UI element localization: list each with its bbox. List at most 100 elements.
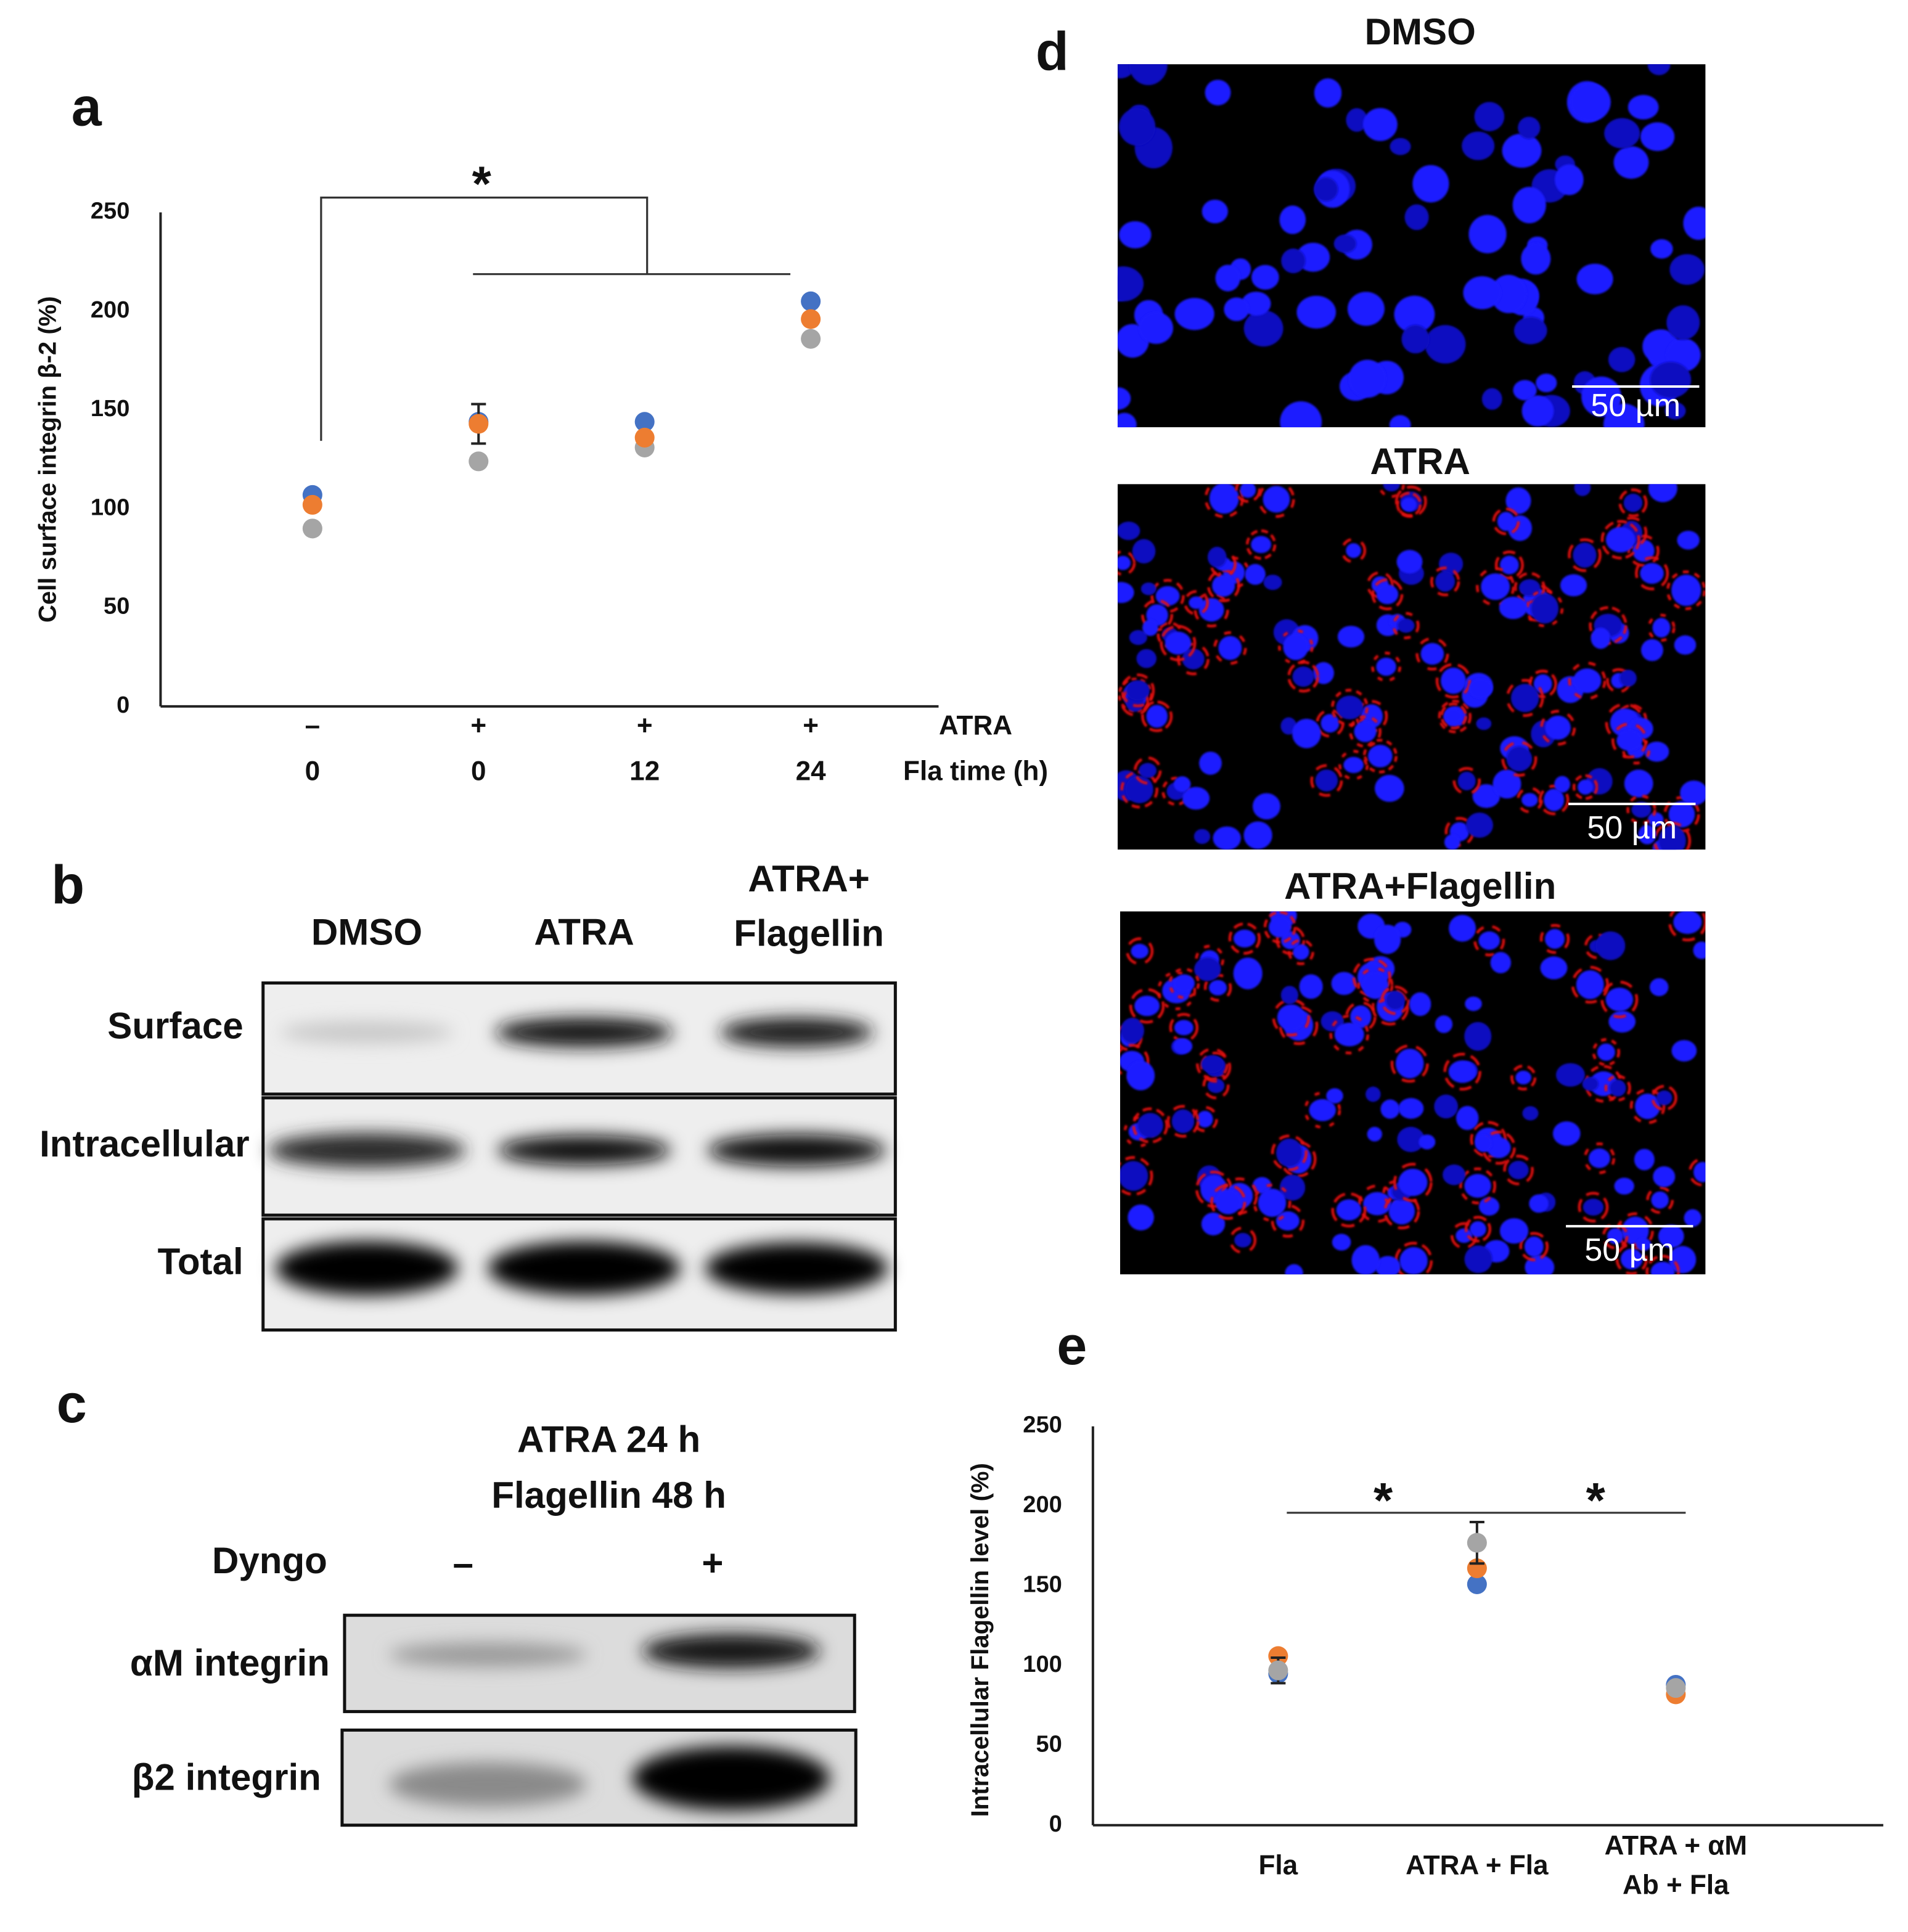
nucleus — [1515, 1070, 1531, 1085]
nucleus — [1374, 924, 1401, 954]
nucleus — [1518, 117, 1541, 139]
nucleus — [1320, 1011, 1344, 1032]
nucleus — [1243, 310, 1284, 347]
red-stain — [1616, 1212, 1654, 1250]
nucleus — [1389, 415, 1411, 428]
nucleus — [1591, 628, 1611, 649]
nucleus — [1218, 636, 1242, 660]
y-tick-label: 0 — [117, 692, 129, 718]
nucleus — [1375, 1256, 1401, 1275]
nucleus — [1425, 325, 1466, 364]
nucleus — [1117, 387, 1131, 410]
nucleus — [1401, 497, 1417, 512]
nucleus — [1669, 1246, 1697, 1274]
nucleus — [1582, 1198, 1604, 1216]
panel-label: e — [1057, 1315, 1087, 1376]
nucleus — [1394, 295, 1435, 334]
nucleus — [1336, 695, 1364, 719]
nucleus — [1155, 586, 1180, 606]
nucleus — [1476, 717, 1492, 731]
red-stain — [1196, 1047, 1229, 1081]
y-tick-label: 100 — [91, 494, 129, 520]
nucleus — [1649, 978, 1669, 996]
x-tick-label: 0 — [305, 756, 321, 787]
red-stain — [1626, 795, 1656, 825]
red-stain — [1204, 484, 1244, 518]
nucleus — [1556, 1063, 1585, 1087]
nucleus — [1465, 996, 1482, 1012]
nucleus — [1604, 118, 1640, 149]
nucleus — [1182, 787, 1210, 810]
nucleus — [1309, 1099, 1336, 1121]
red-stain — [1568, 538, 1602, 572]
nucleus — [1481, 388, 1502, 410]
y-tick-label: 150 — [91, 396, 129, 422]
y-tick-label: 250 — [1023, 1412, 1062, 1438]
nucleus — [1668, 801, 1695, 828]
annotation: * — [1586, 1472, 1606, 1528]
red-stain — [1393, 1163, 1433, 1202]
nucleus — [1605, 988, 1634, 1012]
nucleus — [1401, 324, 1430, 354]
nucleus — [1337, 626, 1365, 648]
red-stain — [1505, 679, 1544, 717]
nucleus — [1120, 1161, 1148, 1191]
nucleus — [1449, 915, 1476, 942]
y-tick-label: 100 — [1023, 1652, 1062, 1677]
nucleus — [1296, 295, 1337, 329]
nucleus — [1420, 643, 1444, 665]
nucleus — [1573, 542, 1597, 568]
nucleus — [1621, 1216, 1649, 1245]
nucleus — [1616, 730, 1643, 751]
nucleus — [1173, 974, 1195, 993]
column-label: ATRA+ — [748, 858, 869, 899]
nucleus — [1243, 821, 1272, 849]
row-label: αM integrin — [130, 1642, 330, 1684]
nucleus — [1173, 1038, 1193, 1054]
nucleus — [1478, 931, 1500, 950]
red-stain — [1210, 551, 1237, 578]
nucleus — [1609, 1079, 1626, 1097]
red-stain — [1503, 1155, 1534, 1185]
nucleus — [1202, 199, 1228, 224]
red-stain — [1392, 612, 1420, 639]
nucleus — [1201, 1055, 1224, 1073]
red-stain — [1380, 985, 1411, 1015]
nucleus — [1292, 718, 1321, 748]
nucleus — [1199, 751, 1222, 775]
nucleus — [1117, 555, 1131, 570]
nucleus — [1215, 1189, 1242, 1214]
nucleus — [1531, 593, 1558, 624]
nucleus — [1397, 618, 1415, 633]
nucleus — [1368, 745, 1393, 767]
point — [302, 518, 322, 539]
scale-bar-label: 50 µm — [1584, 1232, 1674, 1268]
nucleus — [1650, 1261, 1675, 1275]
nucleus — [1399, 1246, 1428, 1275]
red-stain — [1272, 998, 1311, 1037]
nucleus — [1464, 1174, 1491, 1198]
nucleus — [1279, 205, 1306, 234]
nucleus — [1683, 207, 1706, 240]
blot-frame — [343, 1613, 856, 1713]
red-stain — [1501, 740, 1537, 777]
blot-strip — [261, 981, 897, 1096]
nucleus — [1351, 1245, 1380, 1275]
red-stain — [1349, 715, 1382, 748]
nucleus — [1512, 187, 1546, 224]
point — [1467, 1533, 1487, 1553]
nucleus — [1375, 774, 1404, 802]
nucleus — [1573, 668, 1602, 694]
panel-label: c — [57, 1373, 87, 1434]
treatment-label: Dyngo — [212, 1540, 327, 1581]
nucleus — [1134, 996, 1160, 1017]
red-stain — [1473, 925, 1505, 957]
nucleus — [1640, 122, 1675, 151]
band — [497, 1135, 671, 1166]
nucleus — [1314, 78, 1342, 108]
nucleus — [1299, 974, 1323, 999]
row-label: β2 integrin — [132, 1756, 321, 1798]
band — [275, 1241, 459, 1296]
column-label: DMSO — [311, 911, 422, 952]
